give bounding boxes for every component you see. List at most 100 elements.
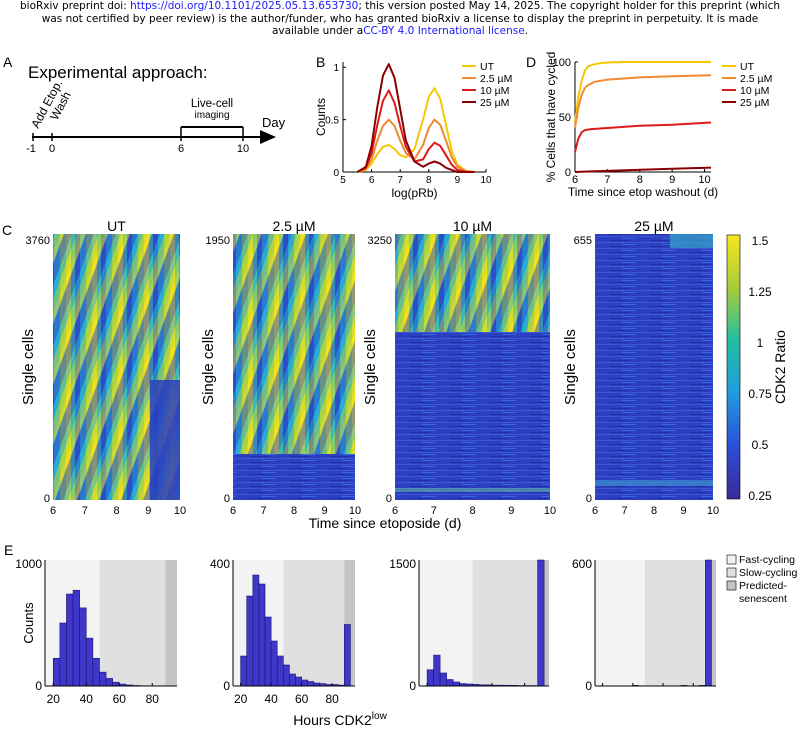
y-tick-label: 0 — [223, 679, 230, 693]
x-axis-label: log(pRb) — [391, 186, 437, 200]
x-tick-label: 7 — [397, 175, 403, 186]
heatmap-xtick: 8 — [291, 505, 297, 517]
legend-label: 25 µM — [480, 97, 509, 109]
series-line-1 — [574, 74, 712, 129]
x-tick-label: 5 — [340, 175, 346, 186]
colorbar-tick: 0.75 — [748, 387, 772, 401]
heatmap-ymax: 3250 — [368, 235, 392, 247]
region-senescent — [344, 560, 355, 686]
y-tick-label: 0.5 — [325, 116, 339, 127]
colorbar-tick: 1.5 — [752, 234, 769, 248]
hist-bar — [252, 574, 260, 687]
hist-bar — [439, 672, 447, 687]
y-axis-label: % Cells that have cycled — [544, 52, 558, 183]
timeline-tick: 0 — [49, 143, 55, 155]
heatmap-xtick: 6 — [592, 505, 598, 517]
hist-bar — [52, 657, 61, 687]
heatmap-ymax: 655 — [574, 235, 592, 247]
y-tick-label: 0 — [585, 679, 592, 693]
timeline-arrowhead — [260, 130, 276, 144]
hist-bar — [433, 654, 441, 687]
region-senescent — [165, 560, 177, 686]
legend-swatch — [726, 580, 737, 591]
legend-label: Fast-cycling — [739, 554, 795, 566]
y-tick-label: 0 — [409, 679, 416, 693]
y-tick-label: 1 — [333, 63, 339, 74]
license-link[interactable]: CC-BY 4.0 International license — [363, 25, 525, 37]
x-tick-label: 20 — [47, 692, 61, 706]
hist-bar — [270, 640, 278, 687]
event-imaging: imaging — [194, 110, 229, 121]
hist-bar — [426, 669, 434, 687]
heatmap-xtick: 9 — [680, 505, 686, 517]
heatmap-title: 2.5 µM — [272, 218, 315, 234]
doi-link[interactable]: https://doi.org/10.1101/2025.05.13.65373… — [130, 0, 359, 12]
x-tick-label: 6 — [572, 174, 578, 186]
hist-bar — [301, 679, 309, 687]
x-axis-label: Hours CDK2low — [293, 711, 387, 728]
y-tick-label: 50 — [559, 112, 571, 124]
heatmap-title: 10 µM — [453, 218, 492, 234]
x-tick-label: 60 — [113, 692, 127, 706]
colorbar — [726, 234, 741, 500]
y-tick-label: 400 — [210, 557, 230, 571]
panel-label-b: B — [316, 54, 325, 70]
heatmap-xtick: 8 — [113, 505, 119, 517]
hist-bar — [289, 673, 296, 687]
hist-bar — [66, 593, 74, 687]
x-tick-label: 80 — [146, 692, 160, 706]
header-text: was not certified by peer review) is the… — [41, 12, 759, 25]
hist-bar — [705, 559, 712, 687]
legend-label: senescent — [739, 593, 787, 605]
legend-label: UT — [740, 61, 755, 73]
x-axis-label: Time since etop washout (d) — [568, 185, 718, 199]
panel-label-a: A — [3, 54, 13, 70]
legend-swatch — [726, 567, 737, 578]
legend-label: Predicted- — [739, 580, 787, 592]
hm-0 — [53, 234, 180, 500]
heatmap-xtick: 6 — [50, 505, 56, 517]
heatmap-ylabel: Single cells — [362, 329, 379, 405]
heatmap-xtick: 9 — [321, 505, 327, 517]
heatmap-ymin: 0 — [44, 493, 50, 505]
heatmap-xtick: 9 — [508, 505, 514, 517]
hist-bar — [307, 681, 315, 687]
panel-label-e: E — [4, 542, 13, 558]
legend-swatch — [726, 554, 737, 565]
x-tick-label: 10 — [480, 175, 492, 186]
heatmap-ymax: 3760 — [26, 235, 50, 247]
series-line-3 — [356, 63, 475, 173]
series-line-2 — [574, 121, 712, 153]
panel-e-histograms: 1000 0 20 40 60 80 400 0 20 40 60 80 1500 0 600 0 Counts… — [15, 554, 797, 728]
hist-bar — [258, 583, 266, 687]
panel-label-c: C — [2, 222, 12, 238]
x-tick-label: 7 — [604, 174, 610, 186]
heatmap-ylabel: Single cells — [20, 329, 37, 405]
x-tick-label: 9 — [669, 174, 675, 186]
timeline-unit: Day — [262, 115, 286, 130]
hist-bar — [276, 655, 284, 687]
heatmap-title: UT — [107, 218, 126, 234]
heatmap-ymin: 0 — [386, 493, 392, 505]
region-slow — [99, 560, 166, 686]
x-tick-label: 8 — [426, 175, 432, 186]
colorbar-label: CDK2 Ratio — [772, 330, 788, 404]
x-tick-label: 10 — [698, 174, 710, 186]
x-tick-label: 8 — [637, 174, 643, 186]
x-tick-label: 80 — [325, 692, 339, 706]
legend-label: Slow-cycling — [739, 567, 798, 579]
hist-bar — [264, 616, 272, 687]
region-slow — [644, 560, 706, 686]
y-tick-label: 1000 — [15, 557, 42, 571]
hist-bar — [240, 655, 248, 687]
hist-bar — [295, 676, 302, 687]
preprint-header: bioRxiv preprint doi: https://doi.org/10… — [0, 0, 800, 38]
heatmap-xtick: 10 — [174, 505, 186, 517]
header-text: available under a — [271, 25, 364, 37]
hist-bar — [99, 671, 107, 687]
timeline-tick: 10 — [237, 143, 249, 155]
hist-bar — [72, 589, 80, 687]
region-slow — [472, 560, 538, 686]
